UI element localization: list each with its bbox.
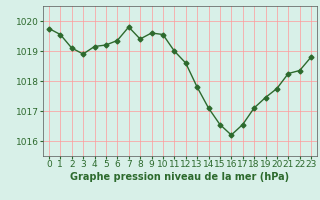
X-axis label: Graphe pression niveau de la mer (hPa): Graphe pression niveau de la mer (hPa) <box>70 172 290 182</box>
